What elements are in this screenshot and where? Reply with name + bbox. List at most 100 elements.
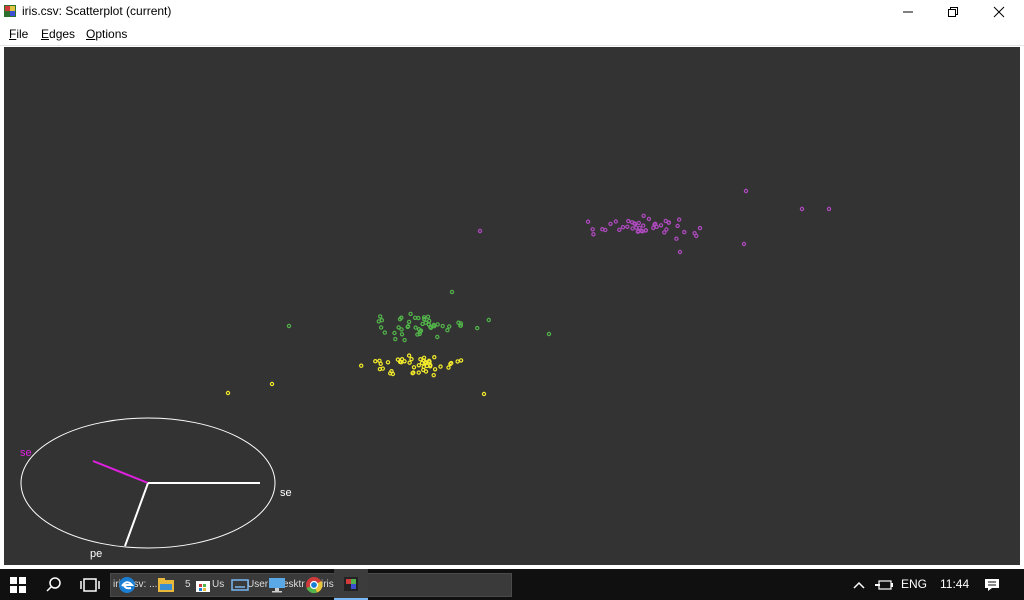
remote-desktop-button[interactable] (264, 569, 290, 600)
data-point-yellow[interactable] (269, 381, 275, 387)
data-point-green[interactable] (399, 327, 404, 332)
data-point-green[interactable] (425, 314, 431, 319)
data-point-green[interactable] (418, 329, 423, 334)
data-point-green[interactable] (415, 332, 420, 337)
data-point-yellow[interactable] (411, 365, 417, 370)
data-point-purple[interactable] (477, 228, 483, 234)
data-point-purple[interactable] (663, 218, 668, 224)
data-point-yellow[interactable] (399, 357, 405, 362)
data-point-yellow[interactable] (448, 361, 453, 367)
data-point-yellow[interactable] (373, 359, 378, 364)
data-point-purple[interactable] (630, 226, 635, 231)
data-point-purple[interactable] (585, 219, 591, 224)
data-point-green[interactable] (456, 320, 461, 325)
data-point-yellow[interactable] (359, 363, 364, 368)
data-point-green[interactable] (458, 323, 463, 328)
data-point-yellow[interactable] (397, 359, 403, 365)
data-point-purple[interactable] (620, 224, 626, 230)
data-point-purple[interactable] (626, 218, 631, 224)
axes-widget[interactable]: se se pe (20, 417, 292, 560)
data-point-yellow[interactable] (455, 359, 460, 364)
data-point-yellow[interactable] (407, 360, 412, 365)
data-point-green[interactable] (378, 314, 383, 319)
data-point-purple[interactable] (664, 227, 669, 232)
data-point-purple[interactable] (675, 223, 680, 229)
data-point-purple[interactable] (636, 220, 642, 226)
data-point-purple[interactable] (635, 229, 641, 234)
data-point-purple[interactable] (639, 228, 644, 233)
data-point-green[interactable] (378, 325, 384, 330)
start-button[interactable] (0, 569, 36, 600)
data-point-purple[interactable] (674, 236, 679, 241)
data-point-yellow[interactable] (395, 357, 401, 362)
data-point-green[interactable] (402, 337, 407, 343)
data-point-green[interactable] (431, 322, 436, 328)
scatterplot-svg[interactable]: se se pe (4, 47, 1020, 565)
data-point-purple[interactable] (697, 225, 703, 231)
data-point-green[interactable] (393, 336, 398, 342)
data-point-purple[interactable] (608, 221, 613, 227)
data-point-green[interactable] (382, 330, 387, 335)
data-point-yellow[interactable] (389, 369, 394, 374)
data-point-green[interactable] (445, 328, 450, 333)
data-point-green[interactable] (440, 323, 445, 329)
edge-button[interactable] (114, 569, 140, 600)
explorer-button[interactable] (153, 569, 179, 600)
data-point-yellow[interactable] (402, 359, 407, 364)
data-point-yellow[interactable] (225, 390, 231, 396)
data-point-yellow[interactable] (380, 366, 385, 371)
data-point-green[interactable] (408, 311, 413, 317)
data-point-purple[interactable] (692, 230, 697, 236)
data-point-yellow[interactable] (421, 367, 426, 373)
data-point-yellow[interactable] (438, 364, 443, 369)
data-point-green[interactable] (427, 318, 432, 324)
data-point-green[interactable] (399, 332, 405, 337)
ggobi-task-button[interactable] (334, 569, 368, 600)
data-point-purple[interactable] (826, 206, 832, 212)
data-point-purple[interactable] (634, 225, 639, 230)
data-point-green[interactable] (413, 325, 418, 330)
store-button[interactable] (190, 569, 216, 600)
chrome-button[interactable] (301, 569, 327, 600)
data-point-yellow[interactable] (418, 357, 423, 362)
data-point-green[interactable] (486, 317, 491, 323)
close-button[interactable] (976, 0, 1022, 23)
data-point-yellow[interactable] (378, 361, 383, 366)
data-point-green[interactable] (396, 325, 401, 330)
data-point-green[interactable] (422, 317, 427, 322)
menu-file[interactable]: File (9, 27, 29, 41)
data-point-green[interactable] (416, 315, 421, 321)
data-point-yellow[interactable] (426, 358, 432, 363)
maximize-button[interactable] (930, 0, 976, 23)
data-point-green[interactable] (406, 319, 412, 325)
data-point-yellow[interactable] (458, 358, 464, 363)
data-point-purple[interactable] (629, 220, 635, 225)
data-point-green[interactable] (423, 320, 428, 325)
data-point-purple[interactable] (625, 224, 630, 229)
data-point-green[interactable] (428, 324, 433, 329)
data-point-green[interactable] (421, 315, 427, 320)
data-point-purple[interactable] (643, 228, 648, 233)
data-point-yellow[interactable] (446, 365, 451, 370)
menu-edges[interactable]: Edges (41, 27, 76, 41)
data-point-purple[interactable] (603, 227, 608, 233)
data-point-yellow[interactable] (385, 360, 391, 365)
data-point-yellow[interactable] (481, 391, 487, 397)
data-point-yellow[interactable] (428, 362, 433, 368)
data-point-purple[interactable] (646, 216, 652, 222)
data-point-green[interactable] (449, 289, 455, 295)
data-point-purple[interactable] (641, 223, 646, 228)
data-point-purple[interactable] (682, 229, 687, 235)
data-point-green[interactable] (417, 331, 422, 337)
action-center-button[interactable] (978, 569, 1006, 600)
data-point-yellow[interactable] (406, 353, 412, 358)
clock[interactable]: 11:44 (940, 577, 970, 591)
task-view-button[interactable] (72, 569, 108, 600)
data-point-yellow[interactable] (416, 363, 421, 368)
data-point-green[interactable] (379, 318, 385, 323)
data-point-green[interactable] (435, 334, 440, 340)
data-point-purple[interactable] (613, 219, 619, 224)
data-point-purple[interactable] (658, 223, 664, 228)
menu-options[interactable]: Options (86, 27, 128, 41)
minimize-button[interactable] (885, 0, 931, 23)
